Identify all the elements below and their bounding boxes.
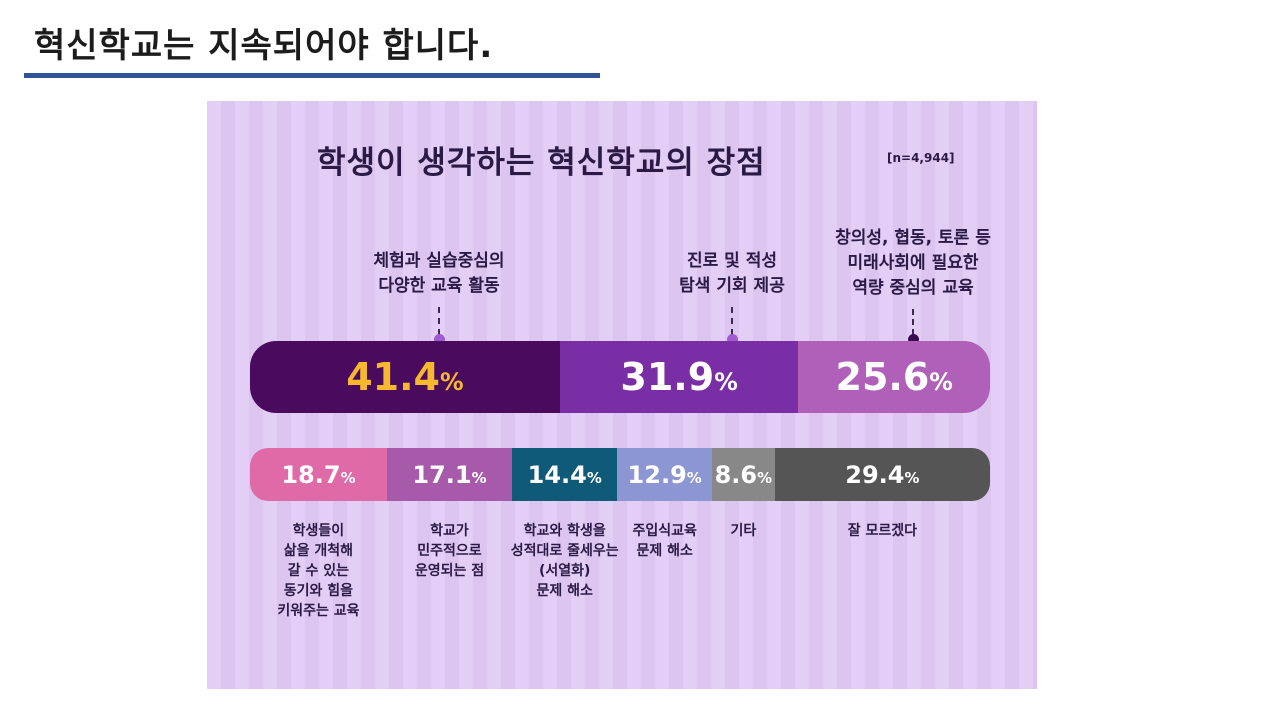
top-value-label-1: 41.4% <box>346 355 464 399</box>
bottom-unit-5: % <box>757 468 772 487</box>
bottom-unit-2: % <box>471 468 487 487</box>
title-underline <box>24 73 600 78</box>
bottom-unit-4: % <box>686 468 702 487</box>
bottom-unit-6: % <box>904 468 920 487</box>
top-leader-dot-1 <box>433 334 445 345</box>
bottom-segment-2: 17.1% <box>386 448 513 501</box>
top-segment-1: 41.4% <box>250 341 560 413</box>
top-category-label-2-line-2: 탐색 기회 제공 <box>679 276 785 296</box>
bottom-unit-3: % <box>586 468 602 487</box>
chart-title: 학생이 생각하는 혁신학교의 장점 <box>317 145 766 181</box>
top-category-label-3-line-3: 역량 중심의 교육 <box>852 278 974 298</box>
bottom-unit-1: % <box>340 468 356 487</box>
bottom-category-label-2-line-3: 운영되는 점 <box>414 563 485 579</box>
bottom-category-label-6: 잘 모르겠다 <box>812 521 952 541</box>
bottom-segment-4: 12.9% <box>617 448 712 501</box>
bottom-category-label-4-line-2: 문제 해소 <box>636 543 693 559</box>
top-stacked-bar: 41.4% 31.9% 25.6% <box>250 341 990 413</box>
top-segment-3: 25.6% <box>798 341 990 413</box>
bottom-segment-3: 14.4% <box>512 448 618 501</box>
bottom-value-label-3: 14.4% <box>527 460 602 489</box>
top-category-label-3-line-2: 미래사회에 필요한 <box>847 253 979 273</box>
bottom-category-label-3-line-3: (서열화) <box>539 563 591 579</box>
bottom-value-label-6: 29.4% <box>845 460 920 489</box>
bottom-category-label-1-line-5: 키워주는 교육 <box>277 603 360 619</box>
top-category-label-2-line-1: 진로 및 적성 <box>686 251 778 271</box>
top-leader-line-2 <box>731 307 733 335</box>
top-category-label-3-line-1: 창의성, 협동, 토론 등 <box>835 228 991 248</box>
bottom-category-label-4-line-1: 주입식교육 <box>632 523 697 539</box>
top-leader-line-3 <box>912 309 914 335</box>
top-leader-dot-3 <box>907 334 919 345</box>
bottom-category-label-3-line-4: 문제 해소 <box>536 583 593 599</box>
bottom-category-label-1-line-4: 동기와 힘을 <box>283 583 354 599</box>
top-leader-line-1 <box>438 307 440 335</box>
bottom-value-label-1: 18.7% <box>281 460 356 489</box>
bottom-category-label-2-line-1: 학교가 <box>430 523 469 539</box>
sample-size-note: [n=4,944] <box>887 151 955 165</box>
bottom-segment-5: 8.6% <box>711 448 775 501</box>
slide-title: 혁신학교는 지속되어야 합니다. <box>34 26 494 66</box>
bottom-category-label-1-line-3: 갈 수 있는 <box>287 563 350 579</box>
top-unit-2: % <box>714 368 738 396</box>
bottom-category-label-5-line-1: 기타 <box>730 523 757 539</box>
bottom-category-label-3-line-2: 성적대로 줄세우는 <box>510 543 619 559</box>
bottom-category-label-2-line-2: 민주적으로 <box>417 543 482 559</box>
top-category-label-1-line-2: 다양한 교육 활동 <box>378 276 500 296</box>
top-unit-3: % <box>929 368 953 396</box>
bottom-value-label-5: 8.6% <box>714 460 772 489</box>
bottom-value-label-4: 12.9% <box>627 460 702 489</box>
bottom-stacked-bar: 18.7% 17.1% 14.4% 12.9% 8.6% 29.4% <box>250 448 990 501</box>
bottom-category-label-1-line-2: 삶을 개척해 <box>283 543 354 559</box>
top-leader-dot-2 <box>726 334 738 345</box>
top-value-label-2: 31.9% <box>620 355 738 399</box>
bottom-segment-1: 18.7% <box>250 448 387 501</box>
top-category-label-1-line-1: 체험과 실습중심의 <box>373 251 505 271</box>
top-unit-1: % <box>439 368 464 396</box>
top-value-label-3: 25.6% <box>835 355 953 399</box>
top-segment-2: 31.9% <box>559 341 799 413</box>
bottom-category-label-5: 기타 <box>673 521 813 541</box>
bottom-category-label-1-line-1: 학생들이 <box>292 523 345 539</box>
bottom-segment-6: 29.4% <box>774 448 990 501</box>
bottom-category-label-3-line-1: 학교와 학생을 <box>523 523 606 539</box>
bottom-value-label-2: 17.1% <box>412 460 487 489</box>
bottom-category-label-6-line-1: 잘 모르겠다 <box>847 523 918 539</box>
